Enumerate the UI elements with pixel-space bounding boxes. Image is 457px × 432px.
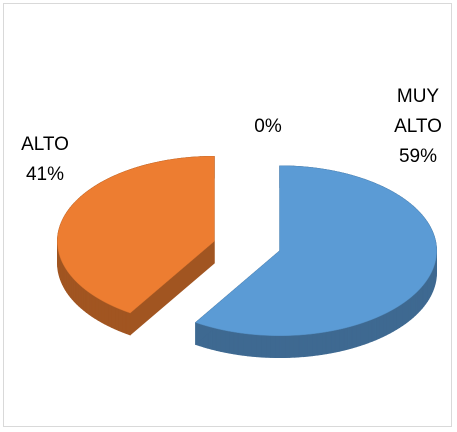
slice-side-face — [289, 335, 295, 358]
slice-side-face — [242, 333, 248, 357]
slice-side-face — [104, 301, 109, 327]
slice-side-face — [94, 295, 99, 321]
slice-side-face — [270, 335, 276, 359]
slice-side-face — [215, 328, 221, 352]
slice-side-face — [233, 331, 239, 356]
slice-side-face — [111, 304, 116, 330]
slice-side-face — [351, 324, 357, 349]
slice-side-face — [303, 334, 309, 358]
slice-side-face — [88, 291, 93, 318]
slice-side-face — [78, 283, 82, 309]
slice — [195, 165, 437, 336]
slice-side-face — [396, 305, 400, 331]
slice-side-face — [389, 308, 394, 334]
slice-side-face — [91, 293, 96, 319]
slice-side-face — [114, 306, 119, 332]
slice-side-face — [71, 276, 75, 303]
slice-side-face — [339, 327, 345, 352]
slice-side-face — [356, 323, 361, 348]
slice-side-face — [256, 334, 262, 358]
slice-side-face — [402, 301, 406, 327]
slice-side-face — [312, 332, 318, 357]
data-label: 0% — [238, 112, 298, 142]
slice-side-face — [371, 317, 377, 342]
slice-side-face — [279, 335, 286, 359]
slice-side-face — [229, 330, 235, 355]
value-label: 0% — [254, 116, 282, 137]
slice-side-face — [343, 326, 349, 351]
value-label: 59% — [398, 146, 438, 167]
slice-side-face — [407, 296, 412, 323]
slice-side-face — [75, 281, 79, 307]
slice-side-face — [293, 334, 300, 358]
slice-side-face — [73, 278, 77, 305]
slice-side-face — [80, 285, 84, 311]
slice-side-face — [122, 309, 127, 335]
slice-side-face — [417, 287, 421, 314]
slice-side-face — [265, 335, 271, 358]
slice-side-face — [284, 335, 290, 359]
slice-side-face — [97, 297, 102, 323]
slice-side-face — [347, 325, 353, 350]
slice-side-face — [298, 334, 304, 358]
slice-side-face — [251, 334, 257, 358]
slice-side-face — [410, 294, 414, 321]
slice — [57, 156, 215, 314]
slice-side-face — [118, 308, 123, 333]
slice-side-face — [415, 290, 419, 316]
slice-side-face — [211, 327, 217, 351]
slice-side-face — [375, 315, 380, 341]
slice-side-face — [275, 335, 281, 359]
slice-side-face — [224, 330, 230, 354]
data-label: MUY ALTO 59% — [388, 82, 448, 172]
slice-side-face — [125, 311, 131, 336]
slice-side-face — [419, 285, 423, 312]
slice-side-face — [83, 287, 87, 313]
slice-side-face — [307, 333, 313, 357]
category-label: ALTO — [21, 134, 69, 155]
slice-side-face — [379, 314, 384, 339]
slice-side-face — [316, 332, 323, 356]
slice-side-face — [220, 329, 226, 353]
chart-border — [3, 3, 452, 427]
slice-side-face — [360, 321, 365, 347]
slice-side-face — [330, 329, 336, 354]
slice-side-face — [107, 303, 112, 328]
slice-side-face — [386, 310, 391, 336]
slice-side-face — [364, 320, 369, 345]
slice-side-face — [393, 306, 397, 332]
slice-side-face — [321, 331, 327, 355]
slice-side-face — [237, 332, 244, 356]
category-label: MUY ALTO — [394, 86, 442, 137]
slice-side-face — [405, 298, 409, 325]
slice-side-face — [399, 303, 403, 329]
slice-side-face — [247, 333, 253, 357]
slice-side-face — [100, 299, 105, 325]
slice-side-face — [85, 289, 90, 316]
slice-side-face — [325, 330, 332, 355]
slice-side-face — [368, 318, 373, 344]
slice-side-face — [334, 328, 340, 353]
value-label: 41% — [25, 164, 65, 185]
slice-side-face — [261, 334, 267, 358]
data-label: ALTO 41% — [10, 130, 80, 190]
slice-side-face — [382, 312, 387, 338]
slice-side-face — [413, 292, 417, 318]
